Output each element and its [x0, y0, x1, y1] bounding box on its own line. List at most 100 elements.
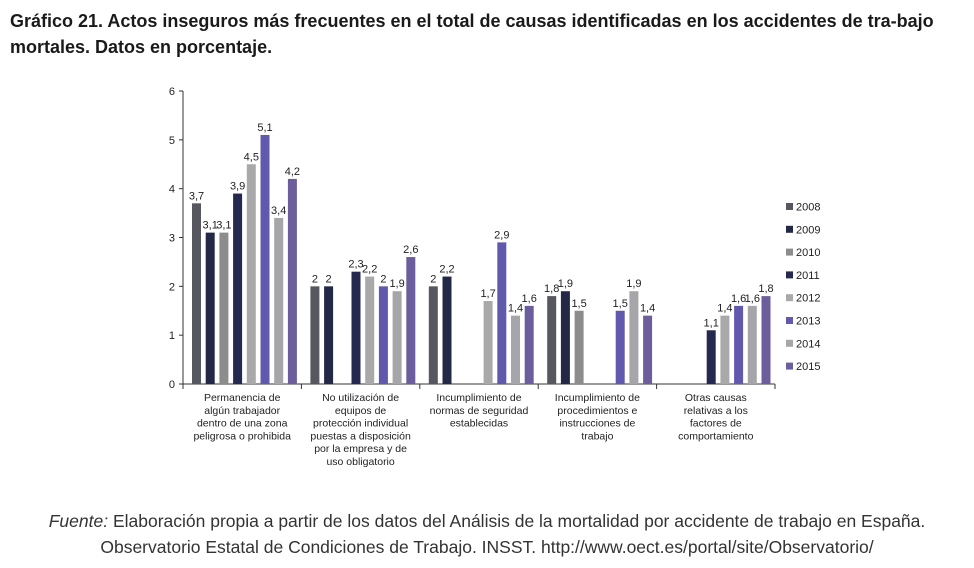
- category-label: por la empresa y de: [314, 443, 407, 455]
- data-label: 3,7: [189, 190, 204, 202]
- source-label: Fuente:: [48, 511, 109, 531]
- bar-2014: [511, 315, 520, 384]
- category-label: normas de seguridad: [430, 405, 529, 417]
- y-tick-label: 2: [169, 281, 175, 293]
- bar-2014: [747, 305, 757, 384]
- bar-2015: [406, 257, 416, 384]
- bar-2012: [246, 164, 256, 384]
- bar-2015: [643, 315, 653, 384]
- bar-2012: [365, 276, 375, 384]
- category-label: Otras causas: [685, 392, 747, 404]
- bar-2012: [483, 300, 493, 384]
- data-label: 1,6: [745, 293, 760, 305]
- bar-2015: [761, 296, 771, 384]
- category-label: comportamiento: [678, 430, 753, 442]
- bar-2013: [615, 310, 625, 384]
- y-tick-label: 1: [169, 330, 175, 342]
- legend-label: 2011: [796, 270, 820, 282]
- category-label: uso obligatorio: [326, 456, 394, 468]
- category-label: protección individual: [313, 418, 408, 430]
- legend-swatch-2012: [786, 294, 793, 302]
- y-tick-label: 5: [169, 135, 175, 147]
- category-label: establecidas: [450, 418, 508, 430]
- data-label: 2: [380, 273, 386, 285]
- data-label: 1,4: [640, 303, 655, 315]
- legend-swatch-2008: [786, 203, 793, 210]
- bar-2011: [706, 330, 716, 384]
- data-label: 1,5: [571, 298, 586, 310]
- category-label: dentro de una zona: [197, 418, 288, 430]
- y-tick-label: 4: [169, 184, 175, 196]
- category-label: procedimientos e: [557, 405, 637, 417]
- y-tick-label: 3: [169, 233, 175, 245]
- category-label: equipos de: [335, 405, 387, 417]
- data-label: 4,2: [285, 166, 300, 178]
- category-label: Incumplimiento de: [555, 392, 640, 404]
- category-label: instrucciones de: [559, 418, 635, 430]
- legend-swatch-2010: [786, 248, 793, 256]
- data-label: 1,5: [613, 298, 628, 310]
- data-label: 2: [326, 273, 332, 285]
- data-label: 2,9: [494, 229, 509, 241]
- bar-2009: [205, 232, 215, 384]
- data-label: 2,6: [403, 244, 418, 256]
- legend-label: 2014: [796, 338, 820, 350]
- y-tick-label: 6: [169, 86, 175, 98]
- data-label: 2,3: [348, 259, 363, 271]
- legend-label: 2009: [796, 224, 820, 236]
- category-label: factores de: [690, 418, 742, 430]
- bar-2013: [734, 305, 744, 384]
- data-label: 1,1: [704, 317, 719, 329]
- data-label: 1,9: [558, 278, 573, 290]
- data-label: 2: [312, 273, 318, 285]
- legend-label: 2010: [796, 247, 820, 259]
- legend-swatch-2009: [786, 225, 793, 233]
- data-label: 2,2: [439, 264, 454, 276]
- bar-2010: [574, 310, 584, 384]
- bar-2011: [351, 271, 361, 384]
- legend-label: 2015: [796, 361, 820, 373]
- legend-swatch-2015: [786, 362, 793, 370]
- data-label: 1,8: [758, 283, 773, 295]
- category-label: relativas a los: [684, 405, 748, 417]
- bar-2011: [233, 193, 243, 384]
- legend-swatch-2013: [786, 317, 793, 324]
- bar-2015: [524, 305, 534, 384]
- data-label: 1,9: [626, 278, 641, 290]
- category-label: Incumplimiento de: [436, 392, 521, 404]
- data-label: 3,9: [230, 181, 245, 193]
- y-tick-label: 0: [169, 379, 175, 391]
- data-label: 1,9: [389, 278, 404, 290]
- legend-label: 2008: [796, 202, 820, 214]
- data-label: 1,6: [522, 293, 537, 305]
- category-label: algún trabajador: [204, 405, 280, 417]
- bar-2013: [378, 286, 388, 384]
- data-label: 1,8: [544, 283, 559, 295]
- bar-2015: [287, 178, 297, 384]
- category-label: No utilización de: [322, 392, 399, 404]
- legend-swatch-2014: [786, 339, 793, 347]
- bar-2009: [442, 276, 452, 384]
- data-label: 3,4: [271, 205, 286, 217]
- bar-2010: [219, 232, 229, 384]
- bar-2014: [274, 217, 284, 384]
- bar-2008: [428, 286, 438, 384]
- data-label: 3,1: [203, 220, 218, 232]
- category-label: Permanencia de: [204, 392, 281, 404]
- data-label: 4,5: [244, 151, 259, 163]
- data-label: 2,2: [362, 264, 377, 276]
- bar-2014: [629, 291, 639, 384]
- data-label: 1,6: [731, 293, 746, 305]
- bar-2012: [720, 315, 730, 384]
- bar-2009: [324, 286, 334, 384]
- category-label: trabajo: [581, 430, 613, 442]
- bar-2008: [547, 296, 557, 384]
- bar-2013: [260, 134, 270, 384]
- bar-2008: [310, 286, 320, 384]
- data-label: 5,1: [257, 122, 272, 134]
- category-label: peligrosa o prohibida: [193, 430, 291, 442]
- source-note: Fuente: Elaboración propia a partir de l…: [0, 508, 974, 560]
- bar-2008: [192, 203, 201, 384]
- bar-2009: [560, 291, 570, 384]
- legend-label: 2013: [796, 316, 820, 328]
